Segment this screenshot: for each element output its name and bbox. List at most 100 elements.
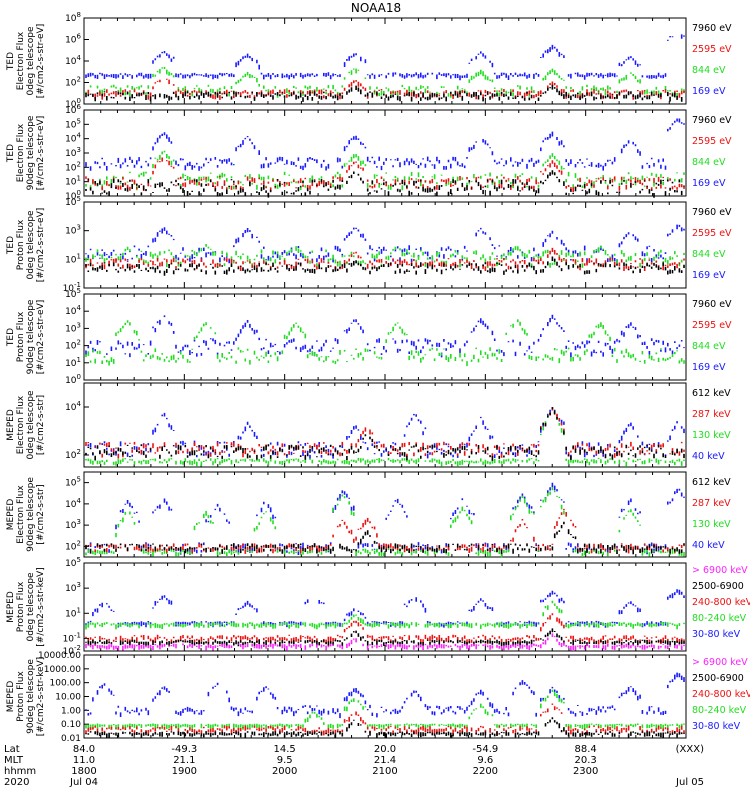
data-points <box>85 613 685 645</box>
legend-entry: 612 keV <box>692 388 731 399</box>
legend-entry: 30-80 keV <box>692 629 741 640</box>
legend-entry: 130 keV <box>692 430 731 441</box>
y-axis-label: [#/cm2-s-str-keV] <box>36 657 46 736</box>
panel-frame <box>83 201 687 289</box>
legend-entry: 240-800 keV <box>692 689 750 700</box>
y-tick-label: 102 <box>65 448 81 461</box>
y-tick-label: 101 <box>65 252 81 265</box>
legend-entry: 287 keV <box>692 409 731 420</box>
y-axis-label: MEPED <box>6 409 16 441</box>
data-points <box>85 407 685 461</box>
panel-1: 100 102 104 106 108 TED Electron Flux 0deg tele… <box>6 11 732 110</box>
y-axis-label: 0deg telescope <box>26 390 36 460</box>
legend-entry: 2500-6900 <box>692 673 744 684</box>
y-tick-label: 102 <box>65 339 81 352</box>
y-tick-label: 105 <box>65 476 81 489</box>
y-tick-label: 104 <box>65 400 81 413</box>
y-axis-label: TED <box>6 144 16 163</box>
y-tick-label: 10-1 <box>63 281 81 294</box>
y-tick-label: 106 <box>65 33 81 46</box>
y-tick-label: 103 <box>65 518 81 531</box>
series-> 6900 keV <box>85 633 685 651</box>
series-240-800 keV <box>85 703 685 736</box>
x-row-label: Lat <box>4 744 20 755</box>
data-points <box>85 244 685 269</box>
y-tick-label: 105 <box>65 195 81 208</box>
x-tick-label: 2100 <box>372 766 397 777</box>
x-tick-label: 20.0 <box>374 744 396 755</box>
panel-frame <box>83 17 687 105</box>
y-axis-label: TED <box>6 52 16 71</box>
legend-entry: 40 keV <box>692 540 725 551</box>
legend-entry: 7960 eV <box>692 299 732 310</box>
data-points <box>85 589 685 628</box>
legend-entry: > 6900 keV <box>692 565 748 576</box>
x-tick-label: 21.1 <box>173 755 195 766</box>
y-tick-label: 102 <box>65 76 81 89</box>
legend-entry: 844 eV <box>692 341 726 352</box>
data-points <box>85 628 685 647</box>
series-80-240 keV <box>85 689 685 730</box>
y-axis-label: Proton Flux <box>16 581 26 632</box>
x-tick-label: 2000 <box>272 766 297 777</box>
series-130 keV <box>85 407 685 467</box>
data-points <box>85 157 685 193</box>
y-axis-label: 0deg telescope <box>26 26 36 96</box>
y-axis-label: Proton Flux <box>16 311 26 362</box>
legend-entry: 844 eV <box>692 65 726 76</box>
y-tick-label: 104 <box>65 132 81 145</box>
legend-entry: 287 keV <box>692 498 731 509</box>
x-tick-label: 88.4 <box>575 744 597 755</box>
x-row-label: MLT <box>4 755 24 766</box>
y-tick-label: 100 <box>65 97 81 110</box>
y-axis-label: [#/cm2-s-str] <box>36 395 46 455</box>
y-tick-label: 0.01 <box>61 734 81 744</box>
y-tick-label: 1.00 <box>61 706 81 716</box>
legend-entry: 80-240 keV <box>692 613 747 624</box>
data-points <box>85 256 685 276</box>
legend-entry: 169 eV <box>692 270 726 281</box>
y-axis-label: 90deg telescope <box>26 659 36 734</box>
series-844 eV <box>85 319 685 367</box>
y-tick-label: 103 <box>65 581 81 594</box>
series-7960 eV <box>85 256 685 276</box>
y-axis-label: MEPED <box>6 499 16 531</box>
y-tick-label: 106 <box>65 103 81 116</box>
legend-entry: 2595 eV <box>692 228 732 239</box>
data-points <box>85 521 685 555</box>
y-axis-label: Electron Flux <box>16 395 26 454</box>
series-30-80 keV <box>85 589 685 628</box>
y-tick-label: 103 <box>65 321 81 334</box>
data-points <box>85 150 685 191</box>
data-points <box>85 319 685 367</box>
y-tick-label: 100 <box>65 189 81 202</box>
series-2500-6900 <box>85 717 685 739</box>
series-80-240 keV <box>85 600 685 630</box>
y-tick-label: 101 <box>65 356 81 369</box>
legend-entry: 612 keV <box>692 477 731 488</box>
legend-entry: 40 keV <box>692 451 725 462</box>
series-169 eV <box>85 118 685 171</box>
x-tick-label: -49.3 <box>171 744 197 755</box>
data-points <box>85 672 685 719</box>
y-axis-label: [#/cm2-s-str-eV] <box>36 208 46 283</box>
data-points <box>85 407 685 459</box>
x-row-label: 2020 <box>4 777 29 788</box>
y-tick-label: 10-2 <box>63 644 81 657</box>
x-tick-label: (XXX) <box>676 744 704 755</box>
data-points <box>85 407 685 467</box>
legend-entry: 30-80 keV <box>692 721 741 732</box>
legend-entry: 7960 eV <box>692 23 732 34</box>
y-tick-label: 104 <box>65 304 81 317</box>
y-axis-label: Proton Flux <box>16 671 26 722</box>
panel-5: 102 104 MEPED Electron Flux 0deg telescope [#… <box>6 382 731 468</box>
x-tick-label: Jul 05 <box>675 777 704 788</box>
y-axis-label: [#/cm2-s-str-eV] <box>36 24 46 99</box>
y-tick-label: 105 <box>65 117 81 130</box>
x-tick-label: 9.5 <box>277 755 293 766</box>
y-axis-label: [#/cm2-s-str-keV] <box>36 567 46 646</box>
y-tick-label: 104 <box>65 497 81 510</box>
